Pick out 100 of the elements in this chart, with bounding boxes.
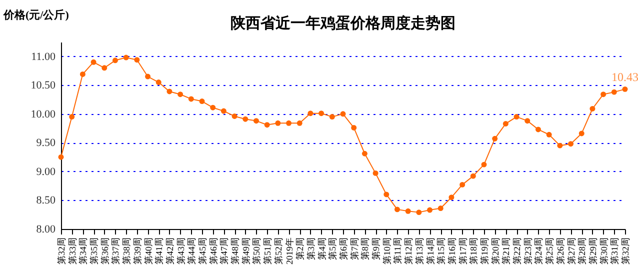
point bbox=[220, 108, 226, 114]
point bbox=[308, 110, 314, 116]
x-tick-label: 第40周 bbox=[143, 238, 154, 264]
x-tick-label: 第12周 bbox=[404, 238, 414, 264]
point bbox=[166, 88, 172, 94]
x-tick-label: 第10周 bbox=[382, 238, 392, 264]
point bbox=[253, 118, 259, 124]
x-tick-label: 第6周 bbox=[338, 238, 348, 260]
x-tick-label: 第21周 bbox=[501, 238, 512, 264]
x-tick-label: 第36周 bbox=[100, 238, 110, 264]
point bbox=[340, 111, 346, 117]
x-tick-label: 第9周 bbox=[371, 238, 382, 260]
y-tick-label: 8.00 bbox=[36, 224, 56, 236]
y-tick-label: 11.00 bbox=[31, 50, 56, 63]
point bbox=[590, 106, 596, 112]
x-tick-label: 第18周 bbox=[468, 238, 479, 264]
point bbox=[611, 89, 617, 95]
point bbox=[405, 208, 411, 214]
point bbox=[58, 154, 64, 160]
x-tick-label: 第29周 bbox=[588, 238, 598, 264]
point bbox=[296, 120, 302, 126]
y-axis-title: 价格(元/公斤) bbox=[2, 8, 70, 22]
point bbox=[448, 194, 454, 200]
point bbox=[134, 57, 140, 63]
x-tick-label: 第44周 bbox=[186, 238, 197, 264]
point bbox=[232, 113, 238, 119]
point bbox=[351, 125, 357, 130]
point bbox=[242, 116, 248, 122]
x-tick-label: 第27周 bbox=[566, 238, 576, 264]
x-tick-label: 第33周 bbox=[67, 238, 78, 264]
x-tick-label: 第49周 bbox=[240, 238, 251, 264]
point bbox=[492, 136, 498, 142]
point bbox=[102, 65, 108, 71]
x-tick-label: 第50周 bbox=[252, 238, 262, 264]
x-tick-label: 第15周 bbox=[436, 238, 446, 264]
x-tick-label: 第14周 bbox=[425, 238, 436, 264]
point bbox=[557, 142, 563, 148]
point bbox=[502, 120, 508, 126]
x-tick-label: 第51周 bbox=[262, 238, 273, 264]
point bbox=[372, 170, 378, 176]
point bbox=[318, 110, 324, 116]
point bbox=[145, 74, 151, 80]
x-tick-label: 第32周 bbox=[56, 238, 66, 264]
x-tick-label: 第4周 bbox=[316, 238, 327, 260]
x-tick-label: 第38周 bbox=[122, 238, 132, 264]
chart-title: 陕西省近一年鸡蛋价格周度走势图 bbox=[230, 14, 456, 32]
y-tick-label: 8.50 bbox=[36, 194, 56, 207]
x-tick-label: 第28周 bbox=[577, 238, 588, 264]
x-tick-label: 第23周 bbox=[522, 238, 533, 264]
point bbox=[264, 122, 270, 128]
point bbox=[481, 162, 487, 168]
x-tick-label: 第2周 bbox=[295, 238, 306, 260]
x-tick-label: 第46周 bbox=[208, 238, 218, 264]
x-tick-label: 第25周 bbox=[544, 238, 555, 264]
point bbox=[578, 130, 584, 136]
point bbox=[210, 104, 216, 110]
y-tick-label: 9.00 bbox=[36, 166, 56, 178]
x-tick-label: 第42周 bbox=[164, 238, 175, 264]
x-tick-label: 第17周 bbox=[458, 238, 468, 264]
x-tick-label: 第45周 bbox=[198, 238, 208, 264]
point bbox=[69, 114, 75, 120]
x-tick-label: 第11周 bbox=[392, 238, 403, 264]
point bbox=[199, 98, 205, 104]
x-tick-label: 第30周 bbox=[598, 238, 609, 264]
point bbox=[546, 132, 552, 138]
point bbox=[275, 120, 281, 126]
x-tick-label: 第39周 bbox=[132, 238, 142, 264]
x-tick-label: 第16周 bbox=[446, 238, 457, 264]
point bbox=[362, 150, 368, 156]
point bbox=[188, 96, 194, 102]
point bbox=[470, 173, 476, 179]
x-tick-label: 第24周 bbox=[534, 238, 544, 264]
point bbox=[524, 118, 530, 124]
point bbox=[384, 192, 390, 198]
point bbox=[622, 86, 628, 92]
point bbox=[90, 59, 96, 65]
point bbox=[514, 114, 520, 120]
point bbox=[80, 71, 86, 77]
point bbox=[178, 92, 184, 98]
x-tick-label: 第26周 bbox=[555, 238, 566, 264]
y-tick-label: 9.50 bbox=[36, 137, 56, 150]
x-tick-label: 第20周 bbox=[490, 238, 500, 264]
point bbox=[438, 206, 444, 212]
point bbox=[427, 207, 433, 213]
x-tick-label: 第35周 bbox=[89, 238, 100, 264]
x-tick-label: 第22周 bbox=[512, 238, 522, 264]
point bbox=[600, 92, 606, 98]
x-tick-label: 第3周 bbox=[306, 238, 316, 260]
x-tick-label: 第43周 bbox=[176, 238, 186, 264]
point bbox=[460, 182, 466, 188]
x-tick-label: 第31周 bbox=[610, 238, 620, 264]
x-tick-label: 第47周 bbox=[219, 238, 230, 264]
point bbox=[535, 126, 541, 132]
point bbox=[286, 120, 292, 126]
point bbox=[156, 80, 162, 86]
y-tick-label: 10.50 bbox=[30, 80, 56, 92]
x-tick-label: 第52周 bbox=[273, 238, 284, 264]
x-tick-label: 第34周 bbox=[78, 238, 88, 264]
x-tick-label: 第5周 bbox=[328, 238, 338, 260]
point bbox=[112, 58, 118, 64]
